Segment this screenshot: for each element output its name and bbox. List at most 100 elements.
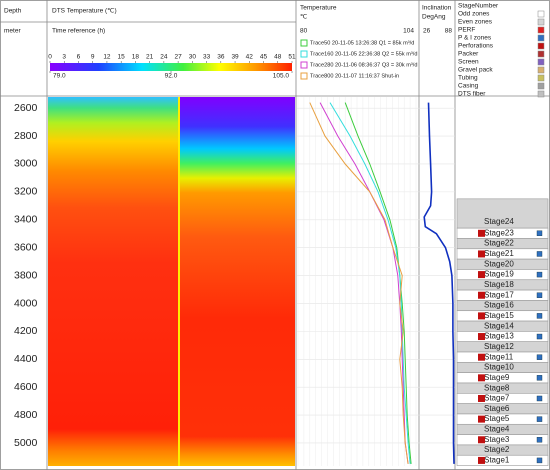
- stage-label: Stage8: [484, 383, 510, 392]
- perforation: [478, 394, 485, 402]
- stage-label: Stage13: [484, 332, 514, 341]
- time-tick-label: 21: [146, 54, 154, 61]
- stage-label: Stage7: [484, 394, 510, 403]
- temp-limit: 80: [300, 28, 308, 35]
- stage-zone: [456, 198, 549, 229]
- temp-title: Temperature: [300, 5, 337, 12]
- time-tick-label: 33: [203, 54, 211, 61]
- stage-legend-label: P & I zones: [458, 35, 492, 42]
- stage-label: Stage1: [484, 456, 510, 465]
- inclination-curve: [423, 102, 455, 464]
- time-tick-label: 12: [103, 54, 111, 61]
- pi-zone: [536, 354, 543, 360]
- stage-label: Stage9: [484, 373, 510, 382]
- dts-heatmap-late: [178, 97, 295, 466]
- pi-zone: [536, 457, 543, 464]
- pi-zone: [536, 437, 543, 443]
- depth-label: 3800: [14, 269, 38, 281]
- legend-swatch: [300, 39, 308, 47]
- stage-legend-swatch: [537, 90, 545, 98]
- depth-label: 4400: [14, 353, 38, 365]
- depth-label: 2800: [14, 130, 38, 142]
- legend-swatch: [300, 50, 308, 58]
- colorbar-label: 92.0: [165, 73, 178, 80]
- stage-legend-label: Packer: [458, 51, 479, 58]
- time-tick-label: 42: [246, 54, 254, 61]
- legend-label: Trace50 20-11-05 13:26:38 Q1 = 85k m³/d: [310, 40, 414, 46]
- perforation: [478, 271, 485, 279]
- depth-label: 3000: [14, 158, 38, 170]
- stage-label: Stage16: [484, 301, 514, 310]
- colorbar-label: 79.0: [53, 73, 66, 80]
- time-tick-label: 0: [48, 54, 52, 61]
- dts-heatmap-early: [48, 97, 178, 466]
- colorbar: [50, 63, 292, 71]
- perforation: [478, 229, 485, 237]
- stage-label: Stage22: [484, 239, 514, 248]
- stage-legend-swatch: [537, 66, 545, 74]
- stage-label: Stage14: [484, 321, 514, 330]
- legend-swatch: [300, 72, 308, 80]
- time-tick-label: 6: [77, 54, 81, 61]
- pi-zone: [536, 416, 543, 422]
- stage-label: Stage15: [484, 311, 514, 320]
- stage-legend-label: Odd zones: [458, 11, 490, 18]
- time-tick-label: 27: [175, 54, 183, 61]
- stage-legend-label: Casing: [458, 83, 479, 90]
- colorbar-label: 105.0: [273, 73, 290, 80]
- stage-legend-label: Screen: [458, 59, 479, 66]
- stage-legend-label: Tubing: [458, 75, 478, 82]
- pi-zone: [536, 230, 543, 236]
- perforation: [478, 291, 485, 299]
- pi-zone: [536, 313, 543, 319]
- pi-zone: [536, 333, 543, 340]
- incl-unit: DegAng: [422, 14, 446, 21]
- stage-legend-label: DTS fiber: [458, 91, 486, 98]
- perforation: [478, 456, 485, 464]
- legend-label: Trace160 20-11-05 22:36:38 Q2 = 55k m³/d: [310, 51, 417, 57]
- incl-limit: 88: [445, 28, 453, 35]
- depth-label: 3200: [14, 186, 38, 198]
- stage-legend-swatch: [537, 82, 545, 90]
- time-tick-label: 39: [231, 54, 239, 61]
- stage-legend-swatch: [537, 50, 545, 58]
- dts-subtitle: Time reference (h): [52, 28, 105, 35]
- depth-label: 4800: [14, 409, 38, 421]
- stage-legend-label: Even zones: [458, 19, 493, 26]
- stage-label: Stage17: [484, 290, 514, 299]
- stage-legend-label: Perforations: [458, 43, 494, 50]
- time-tick-label: 36: [217, 54, 225, 61]
- depth-label: 2600: [14, 102, 38, 114]
- legend-label: Trace280 20-11-06 08:36:37 Q3 = 30k m³/d: [310, 62, 417, 68]
- stage-legend-swatch: [537, 26, 545, 34]
- time-tick-label: 15: [118, 54, 126, 61]
- temp-unit: ℃: [300, 14, 308, 21]
- pi-zone: [536, 271, 543, 278]
- depth-label: 5000: [14, 437, 38, 449]
- stage-label: Stage10: [484, 363, 514, 372]
- stage-legend-label: PERF: [458, 27, 475, 34]
- time-tick-label: 45: [260, 54, 268, 61]
- perforation: [478, 312, 485, 320]
- time-tick-label: 51: [288, 54, 296, 61]
- stage-title: StageNumber: [458, 3, 499, 10]
- pi-zone: [536, 395, 543, 402]
- stage-label: Stage4: [484, 425, 510, 434]
- perforation: [478, 436, 485, 444]
- stage-legend-swatch: [537, 18, 545, 26]
- incl-title: Inclination: [422, 5, 452, 12]
- stage-legend-swatch: [537, 42, 545, 50]
- temperature-curve: [309, 102, 409, 464]
- depth-label: 4000: [14, 297, 38, 309]
- stage-label: Stage12: [484, 342, 514, 351]
- pi-zone: [536, 292, 543, 298]
- time-tick-label: 48: [274, 54, 282, 61]
- incl-limit: 26: [423, 28, 431, 35]
- stage-label: Stage19: [484, 270, 514, 279]
- time-tick-label: 24: [160, 54, 168, 61]
- perforation: [478, 415, 485, 423]
- stage-legend-swatch: [537, 74, 545, 82]
- stage-label: Stage3: [484, 435, 510, 444]
- legend-label: Trace800 20-11-07 11:16:37 Shut-in: [310, 73, 399, 79]
